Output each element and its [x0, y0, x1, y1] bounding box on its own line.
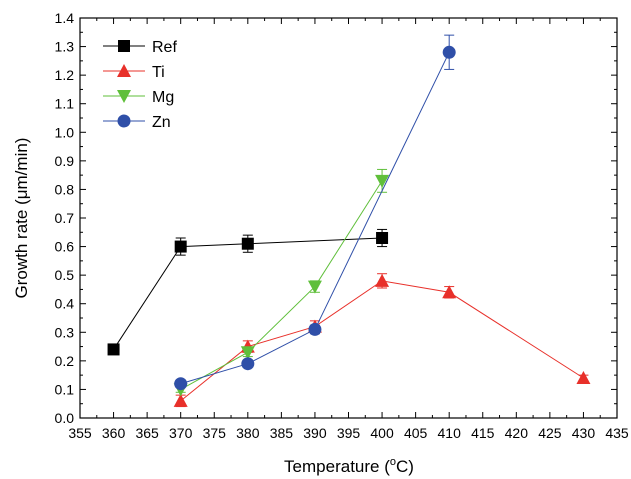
data-point-zn	[308, 322, 322, 336]
x-tick-label: 355	[68, 425, 92, 441]
x-tick-label: 395	[337, 425, 361, 441]
data-point-ti	[173, 393, 188, 407]
data-point-zn	[241, 357, 255, 371]
y-tick-label: 1.1	[55, 96, 75, 112]
legend-label-mg: Mg	[152, 89, 174, 106]
x-tick-label: 410	[438, 425, 462, 441]
y-tick-label: 0.9	[55, 153, 75, 169]
y-tick-label: 0.6	[55, 239, 75, 255]
legend-item-ti: Ti	[103, 64, 165, 81]
x-axis-title-unit: C)	[396, 457, 414, 476]
legend-label-zn: Zn	[152, 114, 171, 131]
legend-item-ref: Ref	[103, 39, 177, 56]
series-line-zn	[180, 52, 450, 385]
x-axis-title-main: Temperature (	[284, 457, 390, 476]
series-zn	[174, 34, 456, 391]
y-tick-label: 1.2	[55, 67, 75, 83]
x-tick-label: 435	[605, 425, 629, 441]
y-tick-label: 0.3	[55, 324, 75, 340]
data-point-ti	[576, 371, 591, 384]
x-tick-label: 425	[538, 425, 562, 441]
series-line-ref	[113, 237, 383, 350]
y-tick-label: 1.4	[55, 10, 75, 26]
x-axis-title: Temperature (oC)	[284, 456, 414, 476]
x-tick-label: 385	[270, 425, 294, 441]
legend-item-mg: Mg	[103, 89, 174, 106]
series-mg	[173, 168, 390, 397]
data-point-ti	[375, 273, 390, 287]
legend-item-zn: Zn	[103, 114, 171, 131]
y-axis-title: Growth rate (μm/min)	[12, 138, 31, 299]
y-tick-label: 0.2	[55, 353, 75, 369]
series-ref	[107, 228, 389, 356]
x-axis-title-degree: o	[390, 456, 396, 468]
x-tick-label: 375	[203, 425, 227, 441]
data-point-ref	[241, 237, 254, 250]
x-tick-label: 430	[572, 425, 596, 441]
y-tick-label: 0.1	[55, 381, 75, 397]
y-tick-label: 0.8	[55, 181, 75, 197]
data-point-ti	[442, 285, 457, 299]
legend-marker-mg	[117, 90, 131, 103]
x-tick-label: 370	[169, 425, 193, 441]
series-line-mg	[180, 180, 383, 390]
y-tick-label: 0.5	[55, 267, 75, 283]
series-line-ti	[180, 280, 584, 402]
x-tick-label: 405	[404, 425, 428, 441]
x-axis: 355 360 365 370 375 380 385 390 395 400 405 410 415 4…	[68, 18, 629, 441]
y-tick-label: 0.0	[55, 410, 75, 426]
y-tick-label: 1.3	[55, 39, 75, 55]
legend-label-ref: Ref	[152, 39, 177, 56]
legend-label-ti: Ti	[152, 64, 165, 81]
x-tick-label: 415	[471, 425, 495, 441]
y-tick-label: 1.0	[55, 124, 75, 140]
x-tick-label: 360	[102, 425, 126, 441]
x-tick-label: 365	[135, 425, 159, 441]
y-tick-label: 0.4	[55, 296, 75, 312]
x-tick-label: 390	[303, 425, 327, 441]
data-point-ref	[174, 240, 187, 253]
data-point-mg	[375, 174, 390, 188]
x-tick-label: 400	[370, 425, 394, 441]
legend: Ref Ti Mg Zn	[103, 39, 177, 131]
legend-marker-zn	[117, 114, 131, 128]
data-point-ref	[376, 232, 389, 244]
series-layer	[107, 34, 591, 408]
data-point-zn	[174, 377, 188, 391]
data-point-mg	[240, 346, 255, 360]
y-tick-label: 0.7	[55, 210, 75, 226]
data-point-ref	[107, 343, 120, 356]
x-tick-label: 420	[505, 425, 529, 441]
y-axis: 0.0 0.1 0.2 0.3 0.4 0.5 0.6 0.7 0.8 0.9 1.0 1.1 1.2 1…	[55, 10, 617, 426]
data-point-zn	[442, 45, 456, 59]
legend-marker-ref	[118, 40, 130, 52]
x-tick-label: 380	[236, 425, 260, 441]
series-ti	[173, 273, 591, 408]
data-point-mg	[307, 280, 322, 294]
legend-marker-ti	[117, 64, 131, 77]
